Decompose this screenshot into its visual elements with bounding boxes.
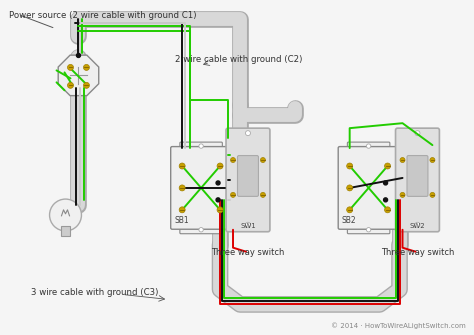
Circle shape: [179, 185, 185, 191]
FancyBboxPatch shape: [226, 128, 270, 232]
Circle shape: [76, 54, 81, 58]
FancyBboxPatch shape: [407, 155, 428, 196]
Circle shape: [230, 157, 236, 162]
FancyBboxPatch shape: [347, 142, 390, 150]
Circle shape: [383, 198, 388, 202]
FancyBboxPatch shape: [171, 147, 231, 229]
Circle shape: [50, 199, 82, 231]
Circle shape: [384, 163, 391, 169]
Circle shape: [216, 181, 220, 185]
Circle shape: [430, 192, 435, 197]
FancyBboxPatch shape: [395, 128, 439, 232]
Text: Three way switch: Three way switch: [211, 248, 285, 257]
Text: SB2: SB2: [342, 216, 356, 225]
Circle shape: [346, 163, 353, 169]
FancyBboxPatch shape: [347, 226, 390, 234]
FancyBboxPatch shape: [180, 142, 222, 150]
Circle shape: [346, 185, 353, 191]
Circle shape: [199, 144, 203, 148]
Circle shape: [199, 227, 203, 232]
Text: © 2014 · HowToWireALightSwitch.com: © 2014 · HowToWireALightSwitch.com: [330, 323, 465, 329]
Text: SB1: SB1: [174, 216, 189, 225]
Circle shape: [384, 207, 391, 213]
Circle shape: [400, 157, 405, 162]
Circle shape: [216, 198, 220, 202]
Circle shape: [179, 163, 185, 169]
Circle shape: [83, 82, 90, 88]
Text: Power source (2 wire cable with ground C1): Power source (2 wire cable with ground C…: [9, 11, 196, 20]
Circle shape: [217, 163, 223, 169]
Circle shape: [67, 64, 73, 70]
FancyBboxPatch shape: [237, 155, 258, 196]
Circle shape: [415, 222, 420, 227]
Text: 3 wire cable with ground (C3): 3 wire cable with ground (C3): [31, 287, 158, 296]
Circle shape: [415, 131, 420, 136]
Bar: [61, 226, 71, 236]
Text: SW2: SW2: [410, 223, 425, 229]
Circle shape: [230, 192, 236, 197]
Circle shape: [366, 144, 371, 148]
Circle shape: [83, 64, 90, 70]
Circle shape: [217, 207, 223, 213]
Circle shape: [260, 157, 265, 162]
Circle shape: [67, 82, 73, 88]
Circle shape: [179, 207, 185, 213]
Circle shape: [366, 227, 371, 232]
Text: Three way switch: Three way switch: [381, 248, 454, 257]
Circle shape: [260, 192, 265, 197]
FancyBboxPatch shape: [180, 226, 222, 234]
Text: 2 wire cable with ground (C2): 2 wire cable with ground (C2): [175, 56, 302, 64]
Circle shape: [400, 192, 405, 197]
Circle shape: [246, 131, 250, 136]
Polygon shape: [58, 55, 99, 95]
Text: SW1: SW1: [240, 223, 256, 229]
Circle shape: [346, 207, 353, 213]
Circle shape: [246, 222, 250, 227]
Circle shape: [383, 181, 388, 185]
Circle shape: [430, 157, 435, 162]
FancyBboxPatch shape: [338, 147, 399, 229]
